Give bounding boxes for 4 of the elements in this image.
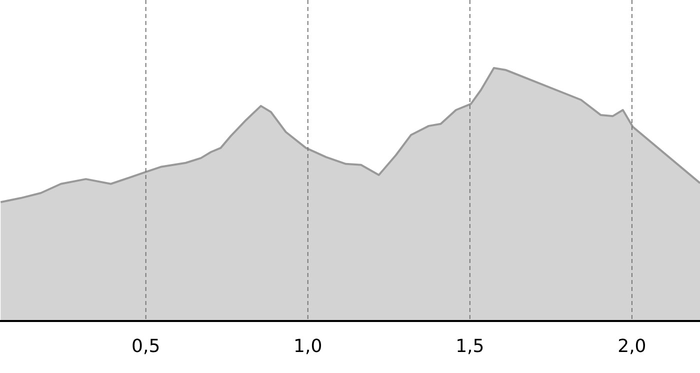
x-tick-label: 1,5: [456, 336, 484, 357]
x-tick-label: 1,0: [294, 336, 322, 357]
x-tick-label: 2,0: [618, 336, 646, 357]
x-tick-label: 0,5: [132, 336, 160, 357]
